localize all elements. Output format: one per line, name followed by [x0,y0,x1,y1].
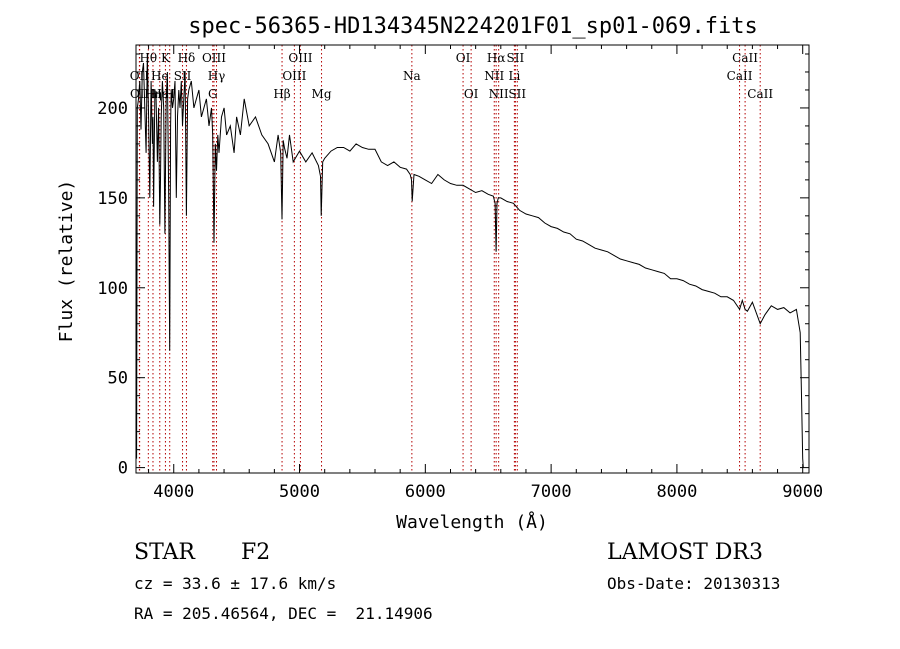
line-label: Hγ [208,69,226,83]
x-tick-label: 8000 [656,482,697,502]
y-tick-label: 50 [108,369,128,389]
x-tick-label: 5000 [279,482,320,502]
x-tick-label: 9000 [782,482,823,502]
y-tick-label: 200 [97,99,128,119]
coordinates: RA = 205.46564, DEC = 21.14906 [134,604,433,623]
line-label: Hα [487,51,506,65]
y-tick-label: 0 [118,459,128,479]
line-label: Hδ [178,51,196,65]
object-class: STAR [134,540,196,565]
line-label: SII [507,51,525,65]
line-label: G [208,87,218,101]
y-tick-label: 100 [97,279,128,299]
line-label: He [151,69,169,83]
line-label: SII [508,87,526,101]
redshift-readout: cz = 33.6 ± 17.6 km/s [134,574,336,593]
line-label: Li [508,69,520,83]
line-label: OI [464,87,479,101]
line-label: OIII [282,69,306,83]
line-label: Hθ [139,51,157,65]
x-axis: 4000 5000 6000 7000 8000 9000 [148,45,823,502]
spectral-line-markers [138,45,761,473]
obs-date: Obs-Date: 20130313 [607,574,780,593]
line-label: CaII [747,87,773,101]
line-label: H [164,87,174,101]
x-tick-label: 7000 [531,482,572,502]
line-label: OIII [288,51,312,65]
line-label: CaII [732,51,758,65]
plot-frame [135,44,810,474]
line-label: SII [174,69,192,83]
line-label: OIII [202,51,226,65]
x-tick-label: 6000 [405,482,446,502]
line-label: OI [456,51,471,65]
y-tick-label: 150 [97,189,128,209]
spectrum-line [135,53,804,468]
y-axis-label: Flux (relative) [56,180,77,343]
line-label: Na [403,69,421,83]
x-tick-label: 4000 [153,482,194,502]
y-axis: 0 50 100 150 200 [97,53,809,479]
x-axis-label: Wavelength (Å) [396,511,548,533]
spectral-subclass: F2 [241,540,270,565]
survey-name: LAMOST DR3 [607,540,763,565]
chart-title: spec-56365-HD134345N224201F01_sp01-069.f… [188,14,758,39]
line-label: NII [489,87,509,101]
line-label: Mg [312,87,332,101]
line-label: CaII [727,69,753,83]
line-label: NII [484,69,504,83]
line-label: Hβ [273,87,290,101]
line-label: K [161,51,171,65]
line-label: OII [130,69,150,83]
